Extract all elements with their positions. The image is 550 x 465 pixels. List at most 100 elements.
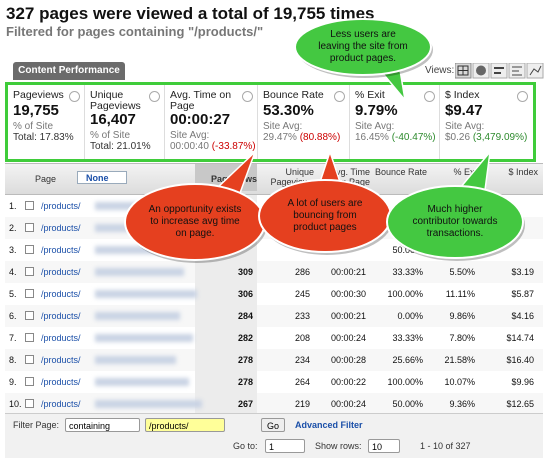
cell: 234 <box>294 355 310 365</box>
metric-label: Unique Pageviews <box>90 89 141 112</box>
cell: 9.86% <box>449 311 475 321</box>
page-header: Page <box>35 174 57 184</box>
metric-label: Pageviews <box>13 89 64 101</box>
callout-text: Much higher contributor towards transact… <box>412 204 498 239</box>
filter-input[interactable]: /products/ <box>145 418 225 432</box>
cell: 00:00:24 <box>330 399 366 409</box>
open-icon[interactable] <box>25 399 34 408</box>
filter-label: Filter Page: <box>13 420 60 430</box>
metric-value: 19,755 <box>13 102 59 119</box>
open-icon[interactable] <box>25 377 34 386</box>
open-icon[interactable] <box>25 333 34 342</box>
advanced-filter-link[interactable]: Advanced Filter <box>295 420 363 430</box>
change: (3,479.09%) <box>472 132 528 143</box>
row-index: 3. <box>9 245 17 255</box>
tab[interactable]: Content Performance <box>13 62 125 80</box>
cell: $16.40 <box>506 355 534 365</box>
page-link[interactable]: /products/ <box>41 355 81 365</box>
help-icon[interactable] <box>334 91 345 102</box>
page-link[interactable]: /products/ <box>41 267 81 277</box>
metric-label: % Exit <box>355 89 385 101</box>
summary-panel: Pageviews 19,755% of Site Total: 17.83% Uni… <box>5 82 536 162</box>
cell: $3.19 <box>511 267 534 277</box>
filter-mode-select[interactable]: containing <box>65 418 140 432</box>
page-link[interactable]: /products/ <box>41 289 81 299</box>
column-header[interactable]: Unique Pageviews <box>270 167 314 187</box>
column-header[interactable]: Avg. Time on Page <box>330 167 370 187</box>
report-title: 327 pages were viewed a total of 19,755 … <box>6 4 375 23</box>
change: (-33.87%) <box>211 141 256 152</box>
cell: 306 <box>237 289 253 299</box>
cell: 264 <box>294 377 310 387</box>
metric: % Exit 9.79% Site Avg: 16.45% (-40.47%) <box>350 85 440 159</box>
go-button[interactable]: Go <box>261 418 285 432</box>
goto-input[interactable]: 1 <box>265 439 305 453</box>
page-link[interactable]: /products/ <box>41 245 81 255</box>
row-index: 7. <box>9 333 17 343</box>
cell: 100.00% <box>387 377 423 387</box>
open-icon[interactable] <box>25 289 34 298</box>
metric-base: $0.26 (3,479.09%) <box>445 132 527 143</box>
cell: $14.74 <box>506 333 534 343</box>
cell: 00:00:22 <box>330 377 366 387</box>
cell: $9.96 <box>511 377 534 387</box>
row-index: 10. <box>9 399 22 409</box>
help-icon[interactable] <box>242 91 253 102</box>
help-icon[interactable] <box>69 91 80 102</box>
column-header[interactable]: $ Index <box>508 167 538 177</box>
cell: $12.65 <box>506 399 534 409</box>
cell: 208 <box>294 333 310 343</box>
table-footer: Filter Page: containing /products/ Go Ad… <box>5 413 543 458</box>
view-icons[interactable] <box>455 63 545 79</box>
page-link[interactable]: /products/ <box>41 223 81 233</box>
help-icon[interactable] <box>149 91 160 102</box>
cell: 0.00% <box>397 311 423 321</box>
callout <box>386 185 524 259</box>
metric-note: % of Site <box>13 121 54 132</box>
blurred-url <box>95 334 193 342</box>
change: (-40.47%) <box>391 132 436 143</box>
help-icon[interactable] <box>517 91 528 102</box>
open-icon[interactable] <box>25 245 34 254</box>
page-link[interactable]: /products/ <box>41 377 81 387</box>
callout-text: Less users are leaving the site from pro… <box>318 29 408 64</box>
open-icon[interactable] <box>25 201 34 210</box>
column-header[interactable]: Bounce Rate <box>374 167 427 177</box>
cell: 33.33% <box>392 267 423 277</box>
open-icon[interactable] <box>25 355 34 364</box>
metric-note: Site Avg: <box>355 121 395 132</box>
site-average: 29.47% <box>263 132 297 143</box>
open-icon[interactable] <box>25 223 34 232</box>
metric: Bounce Rate 53.30% Site Avg: 29.47% (80.88%… <box>258 85 350 159</box>
column-header[interactable]: % Exit <box>453 167 479 177</box>
metric-base: 29.47% (80.88%) <box>263 132 340 143</box>
views-label: Views: <box>425 65 455 76</box>
page-link[interactable]: /products/ <box>41 333 81 343</box>
metric-note: Site Avg: <box>445 121 485 132</box>
blurred-url <box>95 268 184 276</box>
metric-base: Total: 21.01% <box>90 141 151 152</box>
secondary-dimension[interactable]: None <box>77 171 127 184</box>
page-link[interactable]: /products/ <box>41 311 81 321</box>
metric-label: $ Index <box>445 89 480 101</box>
change: (80.88%) <box>299 132 341 143</box>
cell: 282 <box>237 333 253 343</box>
rows-select[interactable]: 10 <box>368 439 400 453</box>
cell: $5.87 <box>511 289 534 299</box>
open-icon[interactable] <box>25 311 34 320</box>
blurred-url <box>95 356 176 364</box>
page-link[interactable]: /products/ <box>41 201 81 211</box>
row-index: 6. <box>9 311 17 321</box>
cell: 245 <box>294 289 310 299</box>
open-icon[interactable] <box>25 267 34 276</box>
help-icon[interactable] <box>424 91 435 102</box>
page-link[interactable]: /products/ <box>41 399 81 409</box>
cell: 7.80% <box>449 333 475 343</box>
cell: 278 <box>237 377 253 387</box>
metric-value: $9.47 <box>445 102 483 119</box>
cell: $4.16 <box>511 311 534 321</box>
metric: Pageviews 19,755 % of Site Total: 17.83% <box>8 85 85 159</box>
site-average: $0.26 <box>445 132 471 143</box>
metric-value: 53.30% <box>263 102 314 119</box>
